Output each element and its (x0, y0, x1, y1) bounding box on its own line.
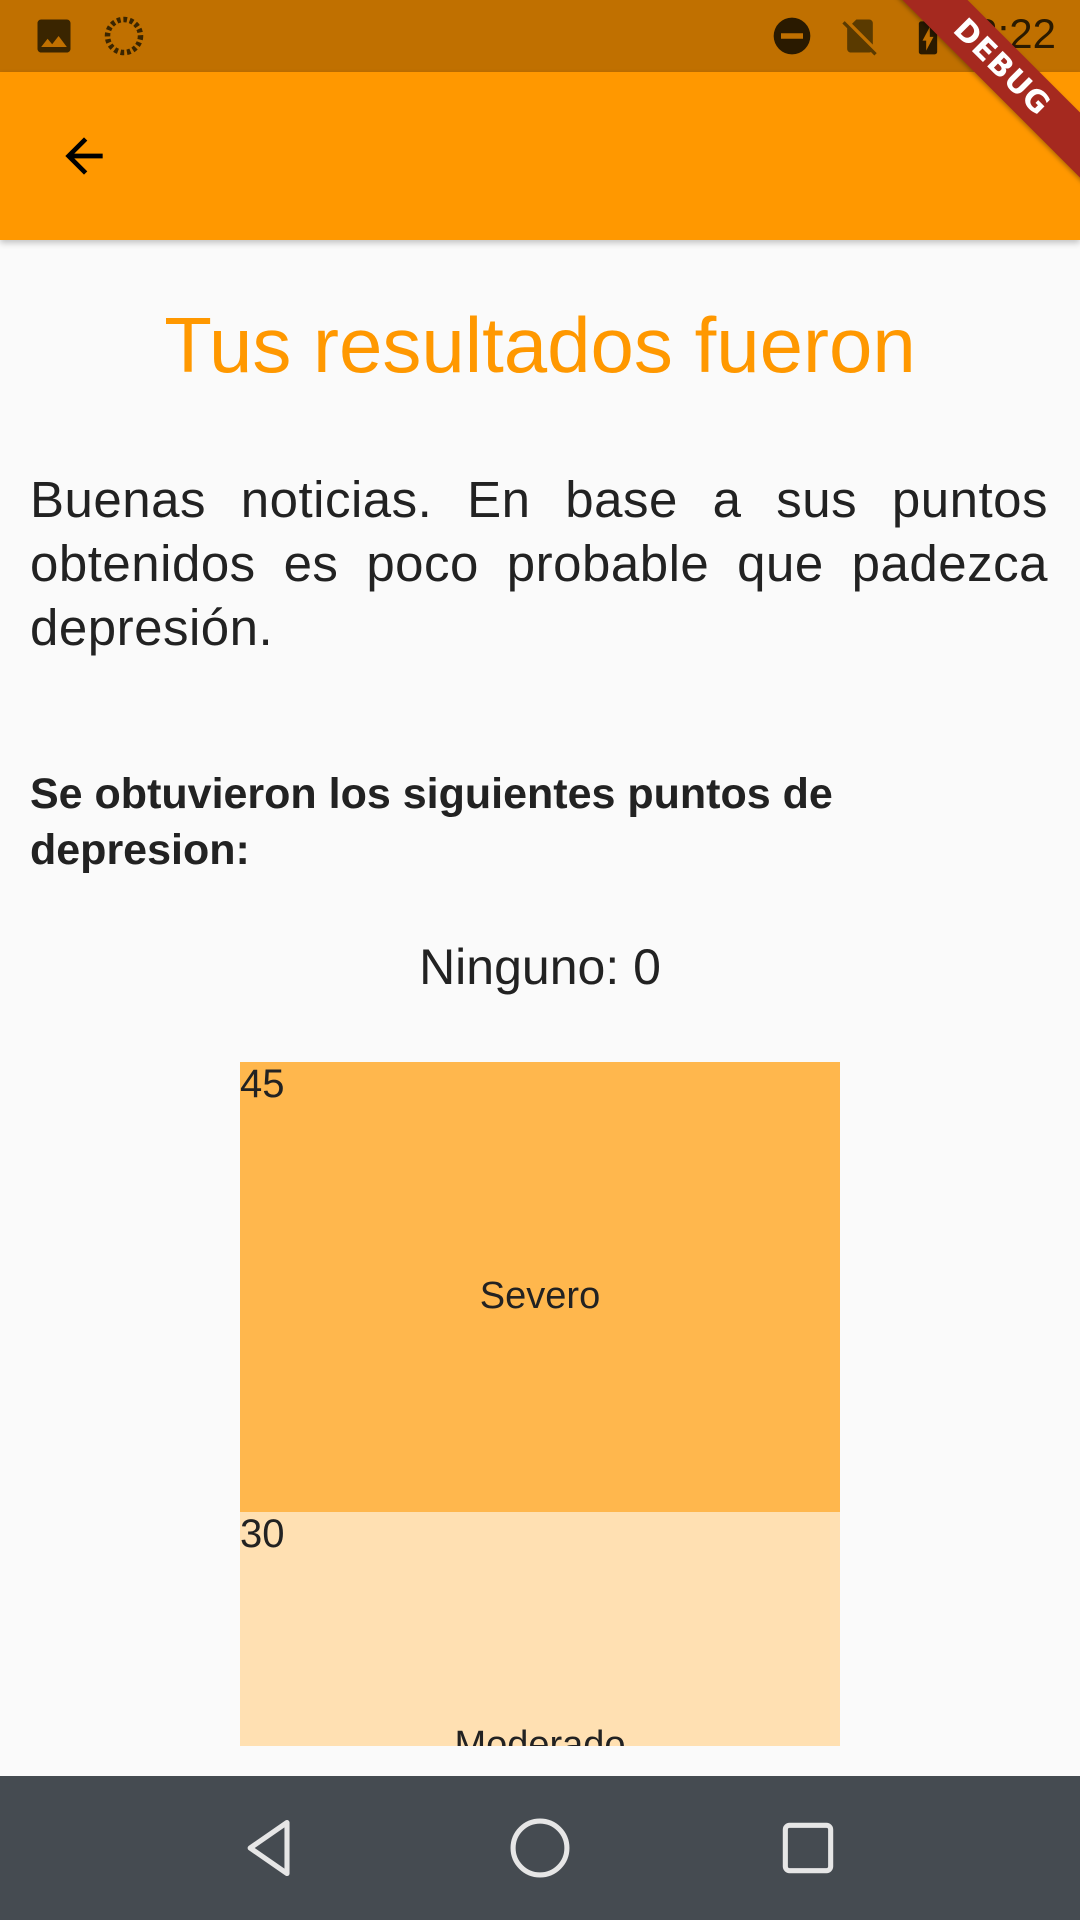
scale-label: Moderado (454, 1724, 626, 1746)
home-nav-icon[interactable] (506, 1814, 574, 1882)
scale-block-moderate: 30 Moderado (240, 1512, 840, 1746)
scale-threshold: 45 (240, 1062, 285, 1106)
arrow-back-icon (65, 137, 103, 175)
recents-nav-icon[interactable] (774, 1814, 842, 1882)
scale-block-severe: 45 Severo (240, 1062, 840, 1512)
back-nav-icon[interactable] (236, 1814, 304, 1882)
points-value: Ninguno: 0 (419, 939, 661, 995)
page-title: Tus resultados fueron (164, 301, 916, 389)
scale-threshold: 30 (240, 1512, 285, 1556)
system-nav-bar (0, 1776, 1080, 1920)
back-button[interactable] (40, 112, 128, 200)
image-icon (37, 19, 71, 53)
do-not-disturb-icon (773, 17, 811, 55)
sync-icon (104, 16, 144, 56)
scale-label: Severo (479, 1275, 601, 1317)
points-heading: Se obtuvieron los siguientes puntos de d… (30, 770, 833, 874)
app-bar (0, 72, 1080, 240)
result-description: Buenas noticias. En base a sus puntos ob… (30, 471, 1048, 656)
no-sim-icon (842, 19, 877, 56)
